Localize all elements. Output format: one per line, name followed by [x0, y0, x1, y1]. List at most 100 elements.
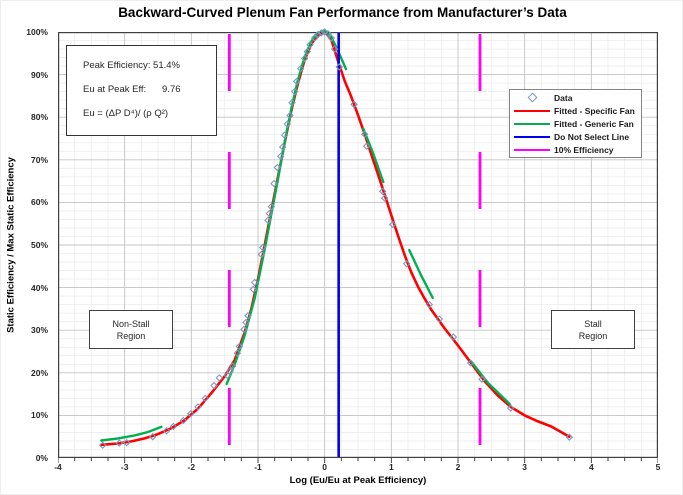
data-point — [565, 433, 574, 441]
data-point — [335, 63, 344, 71]
data-point — [314, 30, 322, 39]
eu-at-peak-text: Eu at Peak Eff: 9.76 — [83, 84, 181, 95]
data-point — [270, 179, 278, 188]
data-point — [179, 416, 188, 425]
y-tick-label: 100% — [26, 27, 48, 37]
data-point — [286, 111, 294, 120]
peak-efficiency-textbox: Peak Efficiency: 51.4% Eu at Peak Eff: 9… — [66, 45, 217, 136]
data-point — [228, 362, 237, 370]
data-point — [276, 152, 285, 161]
data-point — [362, 142, 371, 150]
data-point — [435, 315, 444, 323]
non-stall-region-label: Non-Stall Region — [89, 310, 173, 349]
x-tick-label: -2 — [187, 462, 196, 472]
data-point — [303, 47, 312, 56]
fitted-generic-fan-line — [100, 425, 163, 442]
data-point — [162, 426, 171, 435]
fitted-generic-fan-line — [408, 248, 434, 299]
data-point — [244, 311, 252, 320]
data-point — [330, 45, 339, 53]
data-point — [290, 87, 299, 96]
legend-label: Data — [554, 92, 573, 103]
data-point — [194, 403, 202, 411]
data-point — [169, 422, 178, 431]
data-point — [327, 34, 336, 42]
data-point — [257, 250, 266, 259]
data-point — [265, 209, 274, 218]
y-tick-label: 40% — [30, 282, 48, 293]
x-tick-label: 4 — [588, 462, 594, 472]
data-point — [292, 77, 301, 86]
legend-item: Do Not Select Line — [510, 130, 641, 143]
data-point — [201, 394, 210, 403]
data-point — [466, 359, 475, 367]
y-tick-label: 60% — [30, 197, 48, 208]
data-point — [350, 100, 358, 109]
data-point — [264, 216, 272, 225]
data-point — [148, 432, 157, 441]
x-tick-label: 3 — [522, 462, 528, 472]
data-point — [223, 371, 232, 380]
peak-efficiency-text: Peak Efficiency: 51.4% — [83, 60, 180, 71]
data-point — [267, 202, 276, 211]
data-point — [235, 342, 244, 351]
legend-label: Fitted - Generic Fan — [554, 118, 634, 129]
legend-item: Data — [510, 91, 641, 104]
y-tick-label: 0% — [35, 453, 48, 463]
plot-border — [58, 32, 658, 458]
legend-label: Do Not Select Line — [554, 131, 630, 142]
x-tick-label: -3 — [120, 462, 129, 472]
data-point — [478, 375, 486, 383]
data-point — [296, 64, 305, 73]
y-tick-label: 20% — [30, 367, 48, 378]
data-point — [226, 367, 234, 375]
data-point — [233, 349, 242, 357]
x-tick-label: 2 — [455, 462, 461, 472]
data-point — [449, 333, 458, 341]
data-point — [122, 438, 131, 447]
fitted-generic-fan-line — [362, 127, 385, 184]
diamond-marker-icon — [527, 92, 537, 103]
y-tick-label: 90% — [30, 69, 48, 80]
legend-item: Fitted - Specific Fan — [510, 104, 641, 117]
data-point — [249, 285, 258, 294]
data-point — [215, 374, 224, 382]
y-tick-label: 80% — [30, 112, 48, 123]
data-point — [388, 220, 397, 229]
x-tick-label: 0 — [322, 462, 328, 472]
data-point — [402, 259, 411, 268]
data-point — [506, 404, 515, 412]
data-point — [324, 29, 332, 38]
y-tick-label: 50% — [30, 240, 48, 250]
y-tick-label: 10% — [30, 410, 48, 421]
data-point — [250, 278, 259, 287]
line-marker-icon — [514, 122, 550, 125]
data-point — [288, 98, 296, 107]
data-point — [306, 41, 314, 49]
legend-label: 10% Efficiency — [554, 144, 614, 155]
data-point — [425, 300, 434, 309]
fitted-generic-fan-line — [470, 360, 512, 406]
eu-formula-text: Eu = (ΔP D⁴)/ (ρ Q²) — [83, 108, 169, 119]
x-tick-label: -1 — [254, 462, 262, 472]
data-point — [378, 187, 387, 196]
data-point — [186, 409, 195, 418]
fitted-specific-fan-line — [100, 30, 571, 447]
data-point — [300, 54, 309, 63]
data-point — [98, 441, 107, 449]
data-point — [283, 120, 292, 128]
x-tick-label: 5 — [655, 462, 661, 472]
chart-title: Backward-Curved Plenum Fan Performance f… — [118, 5, 567, 20]
legend-label: Fitted - Specific Fan — [554, 105, 635, 116]
y-tick-label: 70% — [30, 154, 48, 165]
data-point — [115, 439, 124, 447]
legend-item: 10% Efficiency — [510, 143, 641, 156]
line-marker-icon — [514, 109, 550, 112]
data-point — [360, 130, 369, 139]
x-axis-title: Log (Eu/Eu at Peak Efficiency) — [289, 475, 427, 486]
x-tick-label: -4 — [54, 462, 62, 472]
data-point — [273, 163, 282, 172]
line-marker-icon — [514, 148, 550, 151]
data-point — [242, 318, 250, 327]
